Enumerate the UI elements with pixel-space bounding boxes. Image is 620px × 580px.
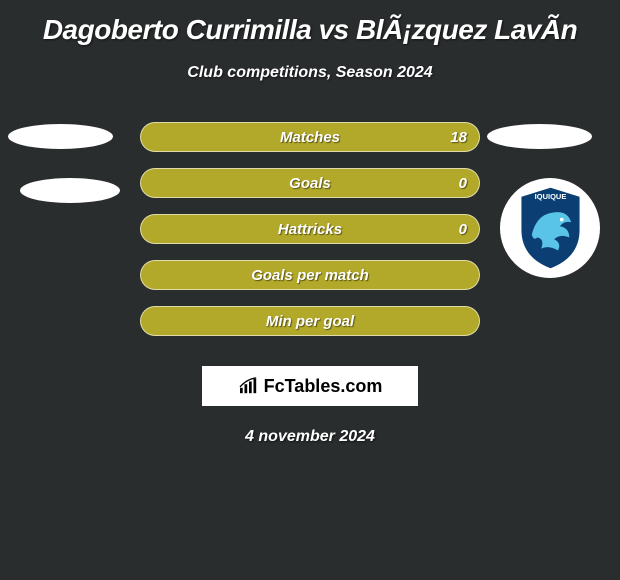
page-title: Dagoberto Currimilla vs BlÃ¡zquez LavÃ­n (0, 0, 620, 46)
brand-text: FcTables.com (264, 376, 383, 397)
stat-value: 0 (459, 221, 467, 238)
date-text: 4 november 2024 (0, 428, 620, 446)
stat-row-matches: Matches 18 (0, 122, 620, 168)
stat-pill-hattricks: Hattricks 0 (140, 214, 480, 244)
stat-label: Hattricks (278, 221, 342, 238)
bar-chart-icon (238, 377, 260, 395)
stat-pill-gpm: Goals per match (140, 260, 480, 290)
stat-label: Goals per match (251, 267, 369, 284)
stat-pill-matches: Matches 18 (140, 122, 480, 152)
stats-area: Matches 18 Goals 0 Hattricks 0 Goals per… (0, 122, 620, 352)
stat-pill-goals: Goals 0 (140, 168, 480, 198)
stat-label: Goals (289, 175, 331, 192)
stat-value: 0 (459, 175, 467, 192)
stat-label: Min per goal (266, 313, 354, 330)
stat-pill-mpg: Min per goal (140, 306, 480, 336)
stat-label: Matches (280, 129, 340, 146)
stat-row-mpg: Min per goal (0, 306, 620, 352)
subtitle: Club competitions, Season 2024 (0, 64, 620, 82)
stat-value: 18 (450, 129, 467, 146)
stat-row-gpm: Goals per match (0, 260, 620, 306)
brand-box[interactable]: FcTables.com (202, 366, 418, 406)
stat-row-hattricks: Hattricks 0 (0, 214, 620, 260)
stat-row-goals: Goals 0 (0, 168, 620, 214)
